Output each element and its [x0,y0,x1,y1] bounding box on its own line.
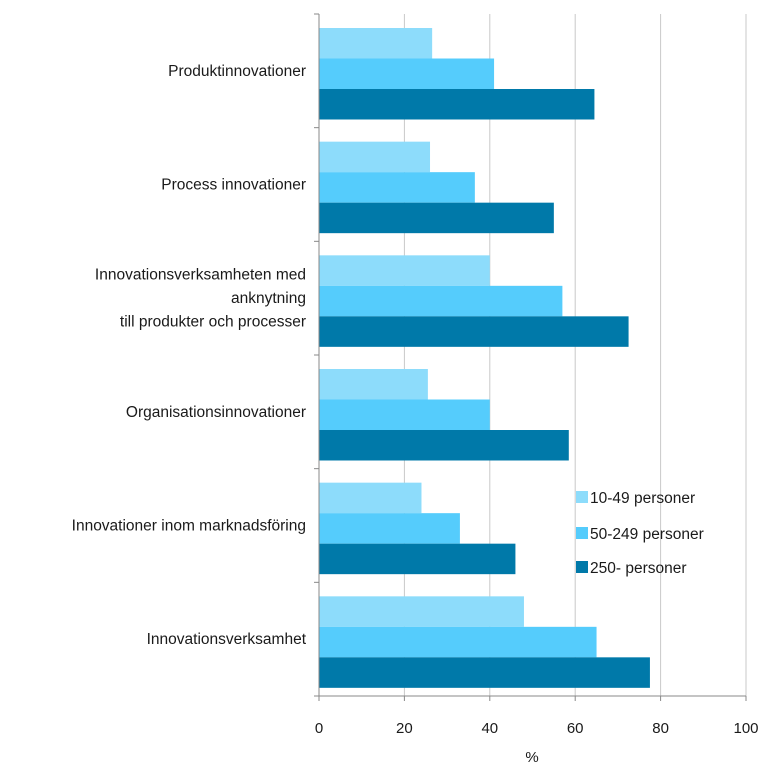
legend-swatch [576,527,588,539]
bars [319,28,650,688]
x-tick-label: 40 [481,720,498,737]
legend-swatch [576,491,588,503]
legend-label: 250- personer [590,560,687,577]
bar [319,141,431,173]
tick-labels: 0 20 40 60 80 100 [315,720,759,737]
category-label: Innovationsverksamheten med [95,267,306,284]
x-axis-title: % [525,749,538,762]
category-label: Innovationer inom marknadsföring [72,518,306,535]
axes [314,13,747,701]
x-tick-label: 100 [733,720,758,737]
legend-label: 10-49 personer [590,490,695,507]
bar [319,482,422,514]
bar [319,626,597,658]
bar [319,58,495,89]
category-label: Produktinnovationer [168,63,306,80]
category-label: Organisationsinnovationer [126,404,306,421]
legend-swatch [576,561,588,573]
bar [319,430,569,461]
bar [319,172,475,203]
bar [319,596,524,627]
bar [319,543,516,575]
bar [319,285,563,317]
bar [319,513,460,544]
category-label: till produkter och processer [120,314,306,331]
x-tick-label: 0 [315,720,323,737]
bar [319,399,490,430]
category-label: Process innovationer [161,177,306,194]
bar [319,657,650,688]
gridlines [403,14,747,696]
bar [319,316,629,347]
category-labels: Produktinnovationer Process innovationer I… [72,63,307,648]
x-tick-label: 80 [652,720,669,737]
bar [319,89,595,120]
bar [319,255,490,286]
x-tick-label: 20 [396,720,413,737]
bar [319,28,433,59]
category-label: Innovationsverksamhet [147,631,307,648]
x-tick-label: 60 [567,720,584,737]
bar [319,369,428,400]
category-label: anknytning [231,290,306,307]
legend-label: 50-249 personer [590,526,704,543]
bar [319,202,554,234]
legend: 10-49 personer 50-249 personer 250- person… [576,490,704,577]
